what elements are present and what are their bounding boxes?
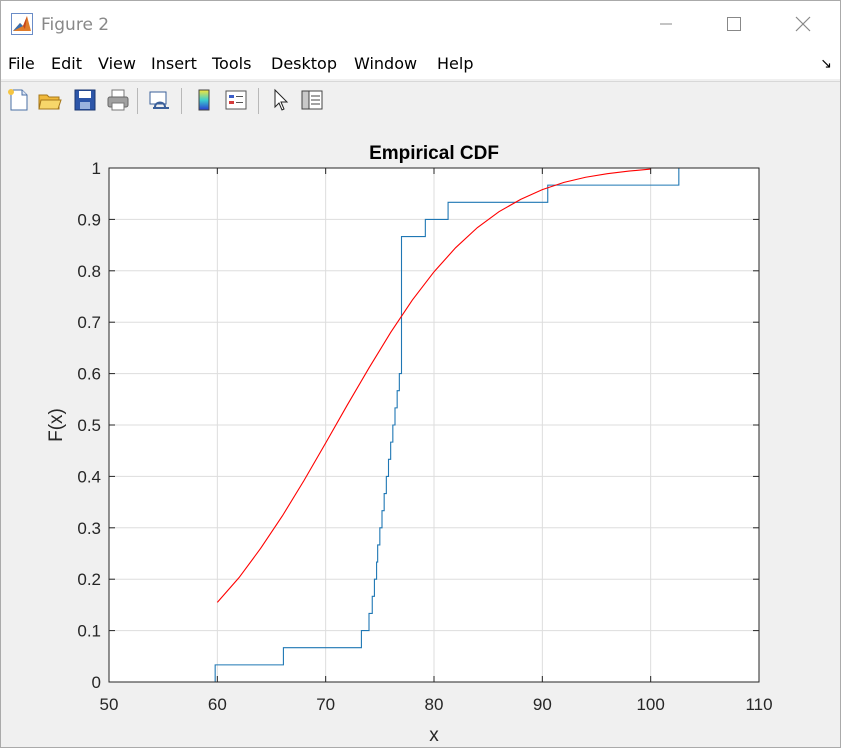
figure-toolbar	[1, 81, 840, 121]
edit-plot-button[interactable]	[267, 87, 293, 113]
property-inspector-icon	[301, 90, 323, 110]
x-tick-label: 90	[533, 695, 552, 714]
colorbar-icon	[198, 89, 210, 111]
folder-open-icon	[38, 94, 62, 110]
minimize-icon	[660, 23, 672, 25]
menu-view[interactable]: View	[98, 54, 136, 73]
print-icon	[107, 89, 129, 111]
toolbar-separator	[137, 88, 138, 114]
y-tick-label: 0	[92, 673, 101, 692]
matlab-logo-icon	[11, 13, 33, 35]
series-lines	[214, 168, 680, 682]
minimize-button[interactable]	[632, 1, 700, 47]
y-tick-label: 0.3	[77, 519, 101, 538]
axes[interactable]: 50 60 70 80 90 100 110 0 0.1 0.2 0.3 0.4 0.5 0.6 0.7 0.…	[1, 120, 840, 747]
y-tick-label: 0.1	[77, 622, 101, 641]
y-tick-label: 0.7	[77, 313, 101, 332]
menu-tools[interactable]: Tools	[212, 54, 252, 73]
menu-bar: File Edit View Insert Tools Desktop Wind…	[1, 47, 840, 79]
new-figure-button[interactable]	[5, 87, 31, 113]
save-icon	[74, 89, 96, 111]
y-axis-label: F(x)	[46, 408, 67, 442]
print-figure-button[interactable]	[105, 87, 131, 113]
insert-colorbar-button[interactable]	[191, 87, 217, 113]
normal-cdf-curve	[216, 168, 651, 603]
y-tick-label: 0.6	[77, 365, 101, 384]
menu-file[interactable]: File	[8, 54, 35, 73]
ecdf-stairs-line	[214, 168, 680, 682]
dock-arrow-icon[interactable]: ↘	[820, 55, 832, 71]
y-tick-label: 0.5	[77, 416, 101, 435]
menu-insert[interactable]: Insert	[151, 54, 197, 73]
y-tick-label: 0.9	[77, 210, 101, 229]
y-tick-label: 1	[92, 159, 101, 178]
x-tick-label: 110	[745, 695, 772, 714]
x-tick-label: 60	[208, 695, 227, 714]
y-tick-label: 0.4	[77, 467, 101, 486]
toolbar-separator	[258, 88, 259, 114]
insert-legend-button[interactable]	[223, 87, 249, 113]
chart-title: Empirical CDF	[369, 143, 499, 164]
close-button[interactable]	[769, 1, 837, 47]
x-tick-label: 100	[636, 695, 664, 714]
link-plot-icon	[149, 91, 169, 109]
maximize-icon	[727, 17, 741, 31]
toolbar-separator	[181, 88, 182, 114]
title-bar: Figure 2	[1, 1, 840, 47]
property-inspector-button[interactable]	[299, 87, 325, 113]
menu-edit[interactable]: Edit	[51, 54, 82, 73]
menu-desktop[interactable]: Desktop	[271, 54, 337, 73]
y-tick-label: 0.8	[77, 262, 101, 281]
close-icon	[795, 16, 811, 32]
figure-canvas: 50 60 70 80 90 100 110 0 0.1 0.2 0.3 0.4 0.5 0.6 0.7 0.…	[1, 120, 840, 747]
menu-window[interactable]: Window	[354, 54, 418, 73]
menu-help[interactable]: Help	[437, 54, 474, 73]
open-file-button[interactable]	[37, 87, 63, 113]
save-figure-button[interactable]	[72, 87, 98, 113]
maximize-button[interactable]	[700, 1, 768, 47]
link-plot-button[interactable]	[147, 87, 173, 113]
x-tick-label: 50	[100, 695, 119, 714]
legend-icon	[225, 90, 247, 110]
new-file-icon	[8, 89, 28, 111]
pointer-arrow-icon	[274, 88, 289, 111]
y-tick-label: 0.2	[77, 570, 101, 589]
tick-labels: 50 60 70 80 90 100 110 0 0.1 0.2 0.3 0.4 0.5 0.6 0.7 0.…	[77, 159, 772, 714]
window-title: Figure 2	[41, 15, 110, 35]
x-tick-label: 80	[425, 695, 444, 714]
x-tick-label: 70	[316, 695, 335, 714]
x-axis-label: x	[429, 725, 439, 746]
